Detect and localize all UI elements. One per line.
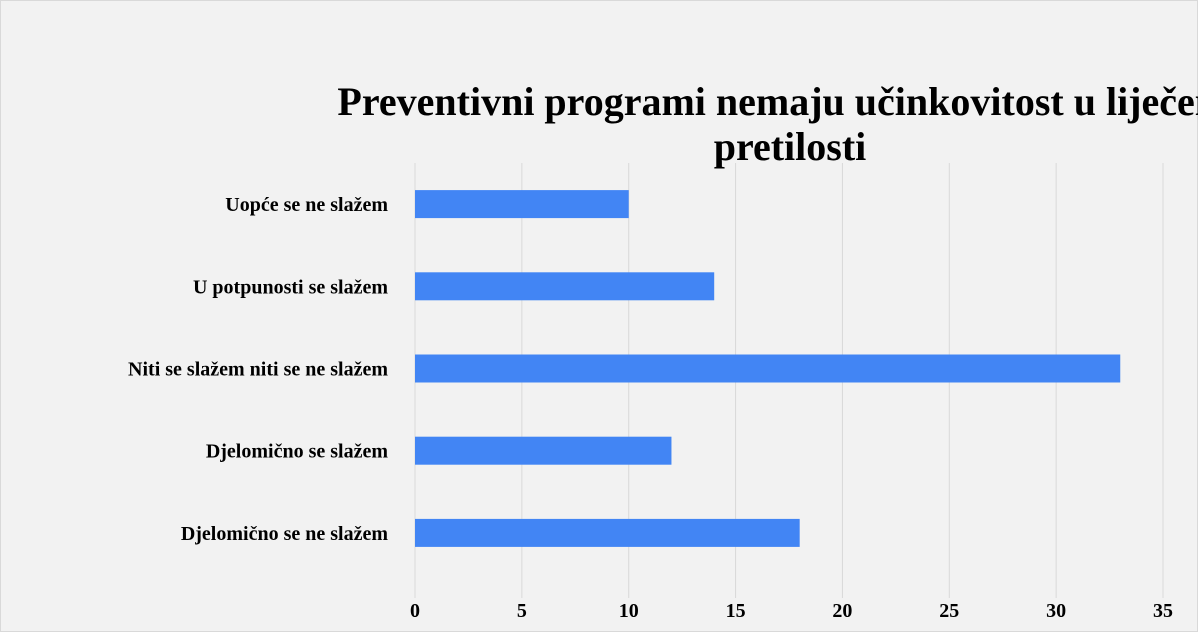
bar xyxy=(415,354,1121,383)
bar xyxy=(415,436,672,465)
y-tick-label: Niti se slažem niti se ne slažem xyxy=(128,359,388,381)
x-tick-label: 5 xyxy=(517,600,527,622)
x-tick-label: 35 xyxy=(1153,600,1173,622)
x-tick-label: 10 xyxy=(619,600,639,622)
y-tick-label: Djelomično se ne slažem xyxy=(181,523,389,545)
bar xyxy=(415,272,715,301)
chart-title: Preventivni programi nemaju učinkovitost… xyxy=(337,79,1198,169)
x-tick-label: 15 xyxy=(726,600,746,622)
y-tick-label: Uopće se ne slažem xyxy=(225,194,388,216)
x-tick-label: 0 xyxy=(410,600,420,622)
x-tick-label: 30 xyxy=(1046,600,1066,622)
y-tick-label: Djelomično se slažem xyxy=(206,441,389,463)
y-tick-label: U potpunosti se slažem xyxy=(193,276,388,298)
bar xyxy=(415,518,800,547)
bar xyxy=(415,190,629,219)
x-tick-label: 20 xyxy=(832,600,852,622)
x-tick-label: 25 xyxy=(939,600,959,622)
